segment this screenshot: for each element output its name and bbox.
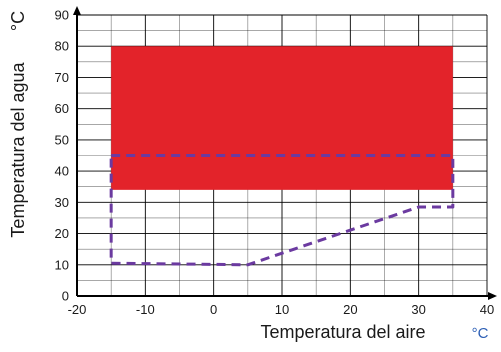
- x-axis-unit: °C: [472, 325, 489, 342]
- y-tick-label: 10: [55, 257, 69, 272]
- tick-labels: -20 -10 0 10 20 30 40 0 10 20 30 40 50 60 70 80 90: [55, 8, 495, 318]
- x-tick-label: 10: [275, 302, 289, 317]
- y-tick-label: 60: [55, 101, 69, 116]
- x-tick-label: -10: [136, 302, 155, 317]
- y-tick-label: 90: [55, 8, 69, 23]
- purple-dashed-boundary: [109, 154, 455, 267]
- x-tick-label: 20: [343, 302, 357, 317]
- y-tick-label: 0: [62, 289, 69, 304]
- x-tick-label: 30: [411, 302, 425, 317]
- y-tick-label: 70: [55, 70, 69, 85]
- y-tick-label: 50: [55, 132, 69, 147]
- y-tick-label: 30: [55, 195, 69, 210]
- x-tick-label: 0: [210, 302, 217, 317]
- axes: [73, 6, 497, 300]
- y-tick-label: 20: [55, 226, 69, 241]
- series-layer: [109, 46, 455, 267]
- red-operating-area: [111, 46, 453, 190]
- y-axis-title: Temperatura del agua: [8, 61, 28, 237]
- x-tick-label: 40: [480, 302, 494, 317]
- y-tick-label: 80: [55, 39, 69, 54]
- x-axis-title: Temperatura del aire: [260, 322, 425, 342]
- y-axis-unit: °C: [8, 11, 28, 31]
- x-tick-label: -20: [68, 302, 87, 317]
- x-axis-arrow: [488, 292, 497, 300]
- y-axis-arrow: [73, 6, 81, 15]
- y-tick-label: 40: [55, 164, 69, 179]
